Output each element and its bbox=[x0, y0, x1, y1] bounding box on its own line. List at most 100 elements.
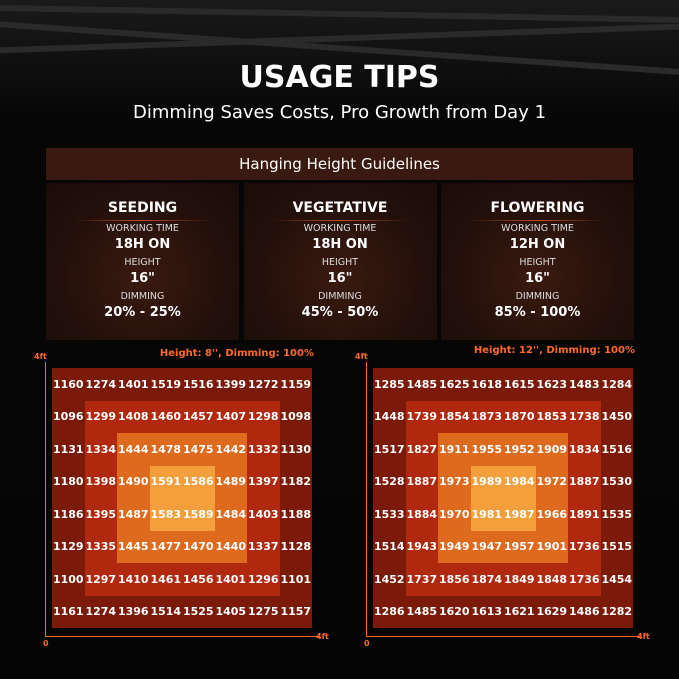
ppfd-cell: 1884 bbox=[405, 498, 438, 531]
height: 16" bbox=[130, 271, 155, 286]
stage-panel: SEEDING WORKING TIME 18H ON HEIGHT 16" DIMMIN… bbox=[46, 183, 239, 340]
ppfd-cell: 1442 bbox=[214, 433, 247, 466]
dimming: 20% - 25% bbox=[104, 305, 181, 320]
stage-panel: FLOWERING WORKING TIME 12H ON HEIGHT 16" DIMM… bbox=[441, 183, 634, 340]
ppfd-cell: 1483 bbox=[568, 368, 601, 401]
x-right-label: 4ft bbox=[637, 632, 650, 641]
ppfd-cell: 1096 bbox=[52, 400, 85, 433]
map-caption: Height: 12'', Dimming: 100% bbox=[473, 345, 635, 356]
height-label: HEIGHT bbox=[519, 257, 556, 268]
ppfd-cell: 1188 bbox=[279, 498, 312, 531]
ppfd-cell: 1834 bbox=[568, 433, 601, 466]
ppfd-cell: 1296 bbox=[247, 563, 280, 596]
ppfd-cell: 1970 bbox=[438, 498, 471, 531]
ppfd-cell: 1130 bbox=[279, 433, 312, 466]
ppfd-cell: 1487 bbox=[117, 498, 150, 531]
ppfd-cell: 1853 bbox=[535, 400, 568, 433]
ppfd-cell: 1533 bbox=[373, 498, 406, 531]
ppfd-cell: 1514 bbox=[373, 530, 406, 563]
ppfd-cell: 1848 bbox=[535, 563, 568, 596]
stage-name: SEEDING bbox=[107, 200, 178, 216]
ppfd-cell: 1460 bbox=[149, 400, 182, 433]
stage-panel: VEGETATIVE WORKING TIME 18H ON HEIGHT 16" DIM… bbox=[243, 183, 437, 340]
dimming: 85% - 100% bbox=[494, 305, 581, 320]
ppfd-cell: 1470 bbox=[182, 530, 215, 563]
y-axis bbox=[366, 362, 367, 636]
ppfd-cell: 1586 bbox=[182, 465, 215, 498]
ppfd-cell: 1401 bbox=[214, 563, 247, 596]
ppfd-cell: 1530 bbox=[600, 465, 633, 498]
ppfd-cell: 1299 bbox=[84, 400, 117, 433]
subtitle: Dimming Saves Costs, Pro Growth from Day… bbox=[132, 102, 547, 123]
ppfd-cell: 1186 bbox=[52, 498, 85, 531]
ppfd-cell: 1517 bbox=[373, 433, 406, 466]
decor-bar bbox=[0, 5, 679, 24]
height-label: HEIGHT bbox=[321, 257, 359, 268]
ppfd-cell: 1407 bbox=[214, 400, 247, 433]
ppfd-cell: 1911 bbox=[438, 433, 471, 466]
ppfd-cell: 1397 bbox=[247, 465, 280, 498]
ppfd-cell: 1973 bbox=[438, 465, 471, 498]
ppfd-cell: 1516 bbox=[600, 433, 633, 466]
dimming-label: DIMMING bbox=[515, 291, 560, 302]
ppfd-cell: 1478 bbox=[149, 433, 182, 466]
ppfd-cell: 1736 bbox=[568, 530, 601, 563]
divider bbox=[271, 220, 409, 221]
ppfd-cell: 1286 bbox=[373, 595, 406, 628]
ppfd-cell: 1408 bbox=[117, 400, 150, 433]
ppfd-cell: 1182 bbox=[279, 465, 312, 498]
ppfd-cell: 1984 bbox=[503, 465, 536, 498]
dimming-label: DIMMING bbox=[120, 291, 165, 302]
working-time: 18H ON bbox=[312, 237, 368, 252]
ppfd-cell: 1160 bbox=[52, 368, 85, 401]
ppfd-cell: 1736 bbox=[568, 563, 601, 596]
ppfd-cell: 1535 bbox=[600, 498, 633, 531]
ppfd-cell: 1180 bbox=[52, 465, 85, 498]
ppfd-cell: 1410 bbox=[117, 563, 150, 596]
ppfd-cell: 1448 bbox=[373, 400, 406, 433]
ppfd-cell: 1335 bbox=[84, 530, 117, 563]
working-time-label: WORKING TIME bbox=[106, 223, 179, 234]
ppfd-cell: 1395 bbox=[84, 498, 117, 531]
ppfd-cell: 1490 bbox=[117, 465, 150, 498]
ppfd-cell: 1161 bbox=[52, 595, 85, 628]
x-right-label: 4ft bbox=[316, 632, 329, 641]
ppfd-cell: 1625 bbox=[438, 368, 471, 401]
origin-label: 0 bbox=[364, 639, 370, 648]
ppfd-cell: 1456 bbox=[182, 563, 215, 596]
ppfd-cell: 1583 bbox=[149, 498, 182, 531]
ppfd-cell: 1398 bbox=[84, 465, 117, 498]
ppfd-cell: 1849 bbox=[503, 563, 536, 596]
ppfd-cell: 1952 bbox=[503, 433, 536, 466]
ppfd-cell: 1098 bbox=[279, 400, 312, 433]
ppfd-cell: 1100 bbox=[52, 563, 85, 596]
ppfd-cell: 1987 bbox=[503, 498, 536, 531]
ppfd-cell: 1285 bbox=[373, 368, 406, 401]
ppfd-cell: 1620 bbox=[438, 595, 471, 628]
ppfd-cell: 1737 bbox=[405, 563, 438, 596]
height-label: HEIGHT bbox=[124, 257, 161, 268]
working-time: 18H ON bbox=[114, 237, 171, 252]
ppfd-cell: 1297 bbox=[84, 563, 117, 596]
ppfd-cell: 1332 bbox=[247, 433, 280, 466]
ppfd-cell: 1623 bbox=[535, 368, 568, 401]
divider bbox=[74, 220, 211, 221]
ppfd-cell: 1452 bbox=[373, 563, 406, 596]
y-top-label: 4ft bbox=[355, 352, 368, 361]
x-axis bbox=[45, 636, 319, 637]
ppfd-cell: 1129 bbox=[52, 530, 85, 563]
ppfd-cell: 1949 bbox=[438, 530, 471, 563]
ppfd-cell: 1901 bbox=[535, 530, 568, 563]
ppfd-cell: 1486 bbox=[568, 595, 601, 628]
ppfd-cell: 1621 bbox=[503, 595, 536, 628]
origin-label: 0 bbox=[43, 639, 49, 648]
ppfd-cell: 1943 bbox=[405, 530, 438, 563]
ppfd-cell: 1275 bbox=[247, 595, 280, 628]
map-caption: Height: 8'', Dimming: 100% bbox=[159, 348, 314, 359]
ppfd-cell: 1887 bbox=[568, 465, 601, 498]
ppfd-cell: 1989 bbox=[470, 465, 503, 498]
ppfd-cell: 1489 bbox=[214, 465, 247, 498]
ppfd-cell: 1891 bbox=[568, 498, 601, 531]
ppfd-cell: 1284 bbox=[600, 368, 633, 401]
